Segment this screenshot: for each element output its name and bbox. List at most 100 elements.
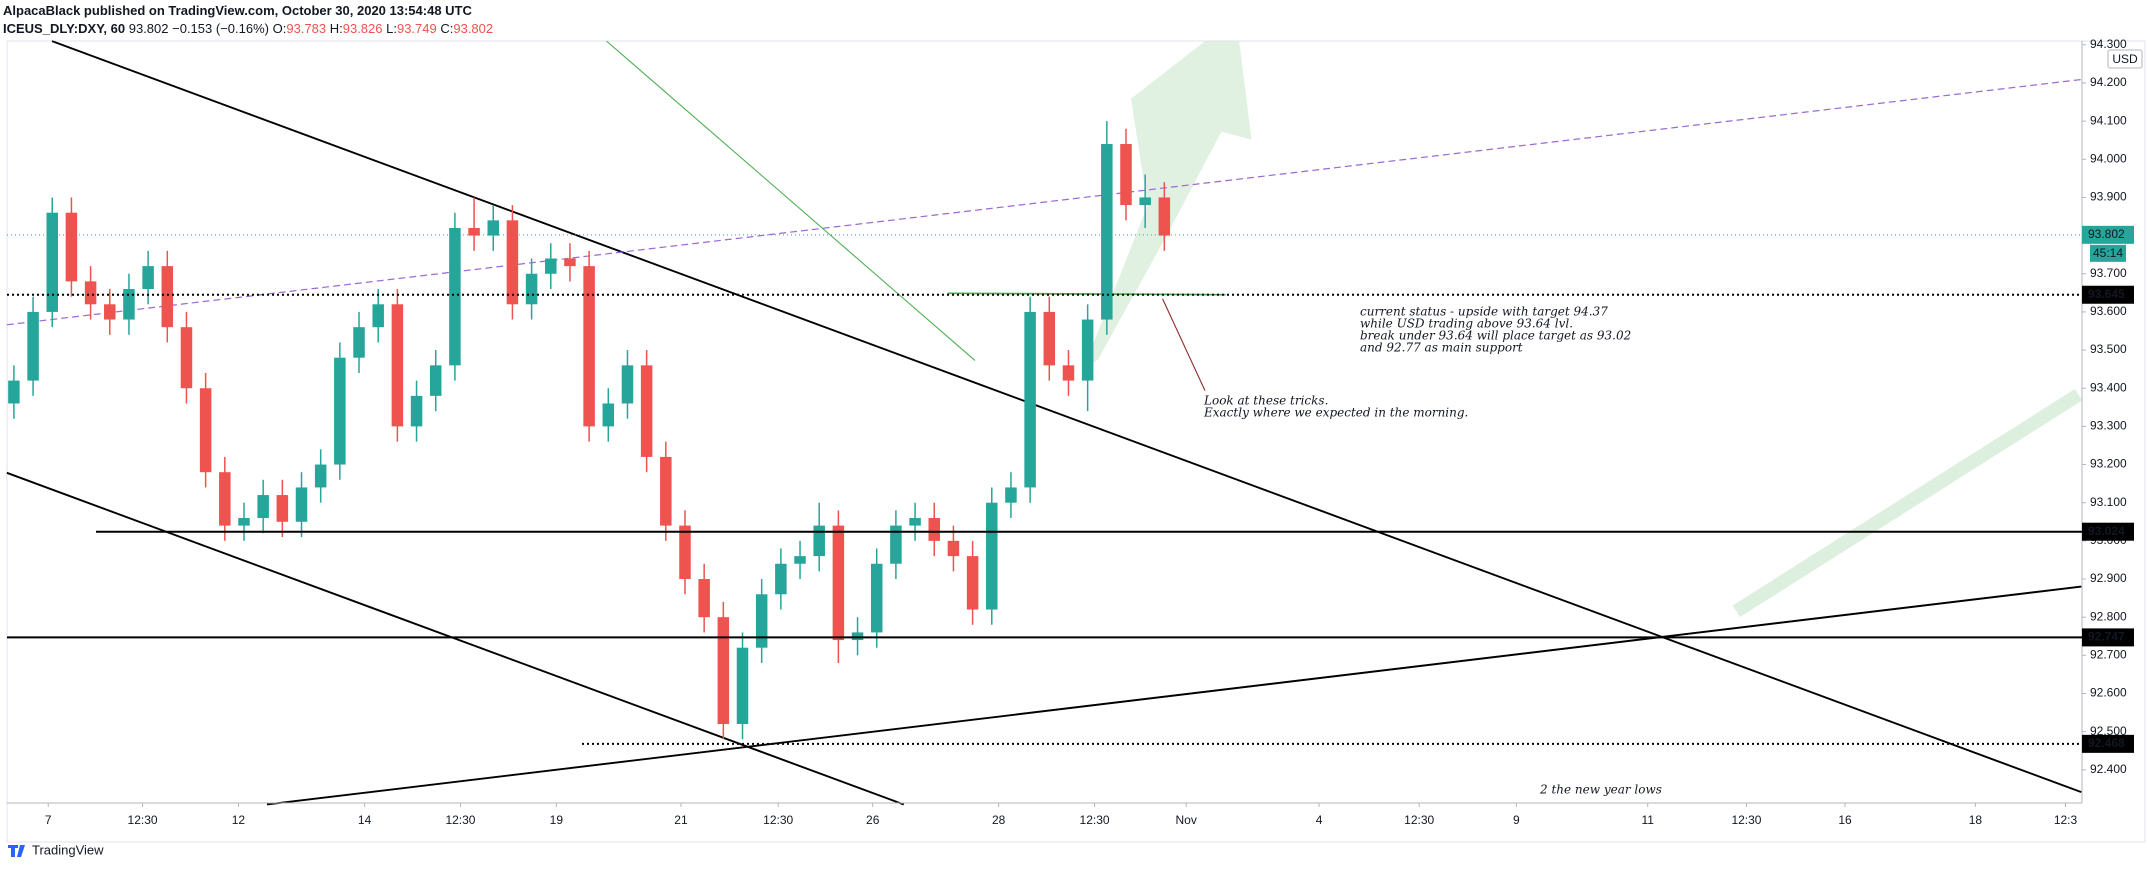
y-tick-label: 92.900: [2090, 571, 2127, 585]
trendline: [266, 585, 2082, 806]
symbol-line: ICEUS_DLY:DXY, 60 93.802 −0.153 (−0.16%)…: [3, 21, 493, 36]
candle-body: [1043, 311, 1056, 366]
candle-body: [1005, 487, 1017, 503]
x-tick-label: 4: [1316, 813, 1323, 827]
annotation: break under 93.64 will place target as 9…: [1360, 329, 1631, 343]
annotation: Look at these tricks.: [1203, 394, 1328, 408]
level-label-box: [2082, 734, 2134, 753]
y-tick-label: 93.300: [2090, 419, 2127, 433]
candle-body: [219, 472, 231, 526]
x-tick-label: 7: [45, 813, 52, 827]
trendline: [6, 471, 905, 806]
candle-body: [909, 517, 921, 526]
y-tick-label: 94.300: [2090, 37, 2127, 51]
candle-body: [391, 304, 404, 427]
candle-body: [545, 258, 557, 274]
x-tick-label: 12:30: [445, 813, 475, 827]
candle-body: [890, 525, 902, 564]
y-tick-label: 93.400: [2090, 380, 2127, 394]
annotation: 2 the new year lows: [1539, 783, 1662, 797]
symbol: ICEUS_DLY:DXY, 60: [3, 21, 126, 36]
candle-body: [583, 266, 595, 427]
candle-body: [334, 357, 346, 465]
candle-body: [640, 365, 653, 457]
candle-body: [947, 540, 960, 557]
open: 93.783: [286, 21, 327, 36]
x-tick-label: 14: [358, 813, 372, 827]
c-label: C:: [440, 21, 454, 36]
h-label: H:: [329, 21, 343, 36]
candle-body: [104, 304, 116, 320]
candle-body: [851, 632, 864, 641]
x-tick-label: 12:30: [763, 813, 793, 827]
candle-body: [736, 647, 749, 725]
trendline-dashed: [6, 78, 2082, 326]
candle-body: [8, 380, 20, 404]
y-tick-label: 92.400: [2090, 762, 2127, 776]
level-label: 92.468: [2088, 736, 2125, 750]
candle-body: [525, 273, 538, 305]
candle-body: [832, 525, 845, 641]
high: 93.826: [342, 21, 383, 36]
candle-body: [65, 212, 78, 282]
change: −0.153 (−0.16%): [172, 21, 269, 36]
level-label: 92.747: [2088, 630, 2125, 644]
candle-body: [1120, 144, 1132, 206]
y-tick-label: 93.700: [2090, 266, 2127, 280]
candle-body: [238, 517, 250, 526]
candle-body: [621, 365, 634, 404]
x-tick-label: 26: [866, 813, 880, 827]
author-line: AlpacaBlack published on TradingView.com…: [3, 3, 472, 18]
green-line: [606, 40, 976, 361]
pointer-line: [1162, 298, 1206, 391]
green-level: [947, 292, 1226, 296]
candle-body: [813, 525, 825, 557]
footer-logo: [8, 845, 25, 857]
candle-body: [679, 525, 691, 580]
y-tick-label: 93.100: [2090, 495, 2127, 509]
candle-body: [1101, 144, 1113, 320]
candle-body: [487, 220, 500, 236]
x-tick-label: 12:30: [1731, 813, 1761, 827]
y-tick-label: 92.600: [2090, 686, 2127, 700]
candle-body: [602, 403, 615, 427]
candle-body: [372, 304, 384, 328]
last-price-box: [2082, 225, 2134, 244]
last: 93.802: [128, 21, 169, 36]
currency-box: [2107, 49, 2143, 69]
low: 93.749: [396, 21, 437, 36]
author-text: AlpacaBlack published on TradingView.com…: [3, 3, 472, 18]
annotation: and 92.77 as main support: [1360, 341, 1523, 355]
marks: 92.400 92.500 92.600 92.700 92.800 92.900 93.0…: [7, 37, 2143, 827]
candle-body: [506, 220, 519, 305]
arrow-band: [1732, 388, 2083, 618]
candle-body: [794, 556, 806, 564]
x-tick-label: 16: [1838, 813, 1852, 827]
o-label: O:: [272, 21, 287, 36]
x-tick-label: 9: [1513, 813, 1520, 827]
countdown-box: [2090, 244, 2126, 262]
candle-body: [84, 281, 97, 305]
level-label-box: [2082, 522, 2134, 541]
currency: USD: [2112, 52, 2138, 66]
x-tick-label: 11: [1641, 813, 1654, 827]
candle-body: [429, 365, 442, 396]
x-tick-label: 19: [550, 813, 564, 827]
footer: TradingView: [32, 842, 104, 857]
y-tick-label: 92.700: [2090, 648, 2127, 662]
x-tick-label: 18: [1969, 813, 1983, 827]
candle-body: [1139, 197, 1151, 206]
x-tick-label: 21: [674, 813, 688, 827]
candle-body: [353, 327, 365, 358]
x-tick-label: 12:30: [128, 813, 158, 827]
candle-body: [314, 464, 327, 488]
y-tick-label: 94.100: [2090, 113, 2127, 127]
level-label: 93.024: [2088, 524, 2125, 538]
countdown: 45:14: [2093, 246, 2123, 260]
candle-body: [966, 556, 979, 610]
candle-body: [468, 227, 480, 236]
level-label-box: [2082, 628, 2134, 647]
candle-body: [1024, 311, 1036, 488]
